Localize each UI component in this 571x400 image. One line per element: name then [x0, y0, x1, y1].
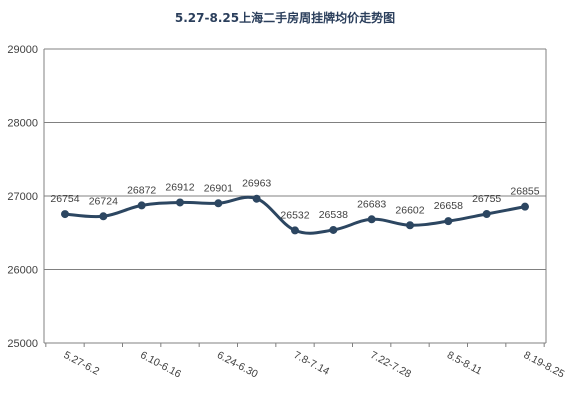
- x-tick-label: 6.10-6.16: [138, 349, 183, 381]
- data-point: [214, 199, 223, 208]
- data-point: [99, 212, 108, 221]
- y-tick-label: 28000: [7, 118, 38, 130]
- data-point: [406, 221, 414, 230]
- data-label: 26855: [510, 186, 539, 198]
- data-label: 26538: [319, 209, 348, 221]
- data-point: [61, 210, 69, 219]
- data-point: [137, 201, 146, 210]
- x-tick-label: 8.19-8.25: [522, 349, 567, 381]
- data-label: 26683: [357, 198, 386, 210]
- x-tick-label: 7.22-7.28: [368, 349, 413, 381]
- data-label: 26912: [165, 181, 194, 193]
- data-label: 26754: [50, 193, 79, 205]
- x-tick-label: 6.24-6.30: [215, 349, 260, 381]
- chart-title: 5.27-8.25上海二手房周挂牌均价走势图: [175, 10, 395, 25]
- data-label: 26532: [280, 209, 309, 221]
- data-point: [482, 210, 491, 219]
- data-label: 26872: [127, 184, 156, 196]
- data-labels: 26754 26724 26872 26912 26901 26963 26532 26538…: [50, 178, 539, 222]
- data-point: [329, 225, 338, 234]
- data-point: [367, 215, 376, 224]
- data-label: 26658: [434, 200, 463, 212]
- series-layer: [61, 194, 529, 235]
- data-point: [176, 198, 184, 207]
- data-label: 26755: [472, 193, 501, 205]
- x-tick-label: 7.8-7.14: [292, 349, 332, 378]
- x-tick-label: 8.5-8.11: [445, 349, 484, 377]
- data-label: 26602: [395, 204, 424, 216]
- y-tick-label: 26000: [7, 265, 38, 277]
- grid-layer: [44, 48, 546, 270]
- data-label: 26963: [242, 178, 271, 190]
- data-point: [252, 194, 261, 203]
- y-tick-label: 29000: [7, 44, 38, 56]
- data-label: 26724: [89, 195, 118, 207]
- data-point: [444, 217, 453, 226]
- data-label: 26901: [204, 182, 233, 194]
- y-tick-label: 25000: [7, 338, 38, 350]
- x-tick-labels: 5.27-6.2 6.10-6.16 6.24-6.30 7.8-7.14 7.22-7…: [62, 349, 567, 381]
- y-tick-label: 27000: [7, 191, 38, 203]
- data-point: [291, 226, 299, 235]
- data-point: [521, 202, 529, 211]
- y-tick-labels: 25000 26000 27000 28000 29000: [7, 44, 38, 350]
- axis-layer: [43, 49, 547, 347]
- x-tick-label: 5.27-6.2: [62, 349, 102, 378]
